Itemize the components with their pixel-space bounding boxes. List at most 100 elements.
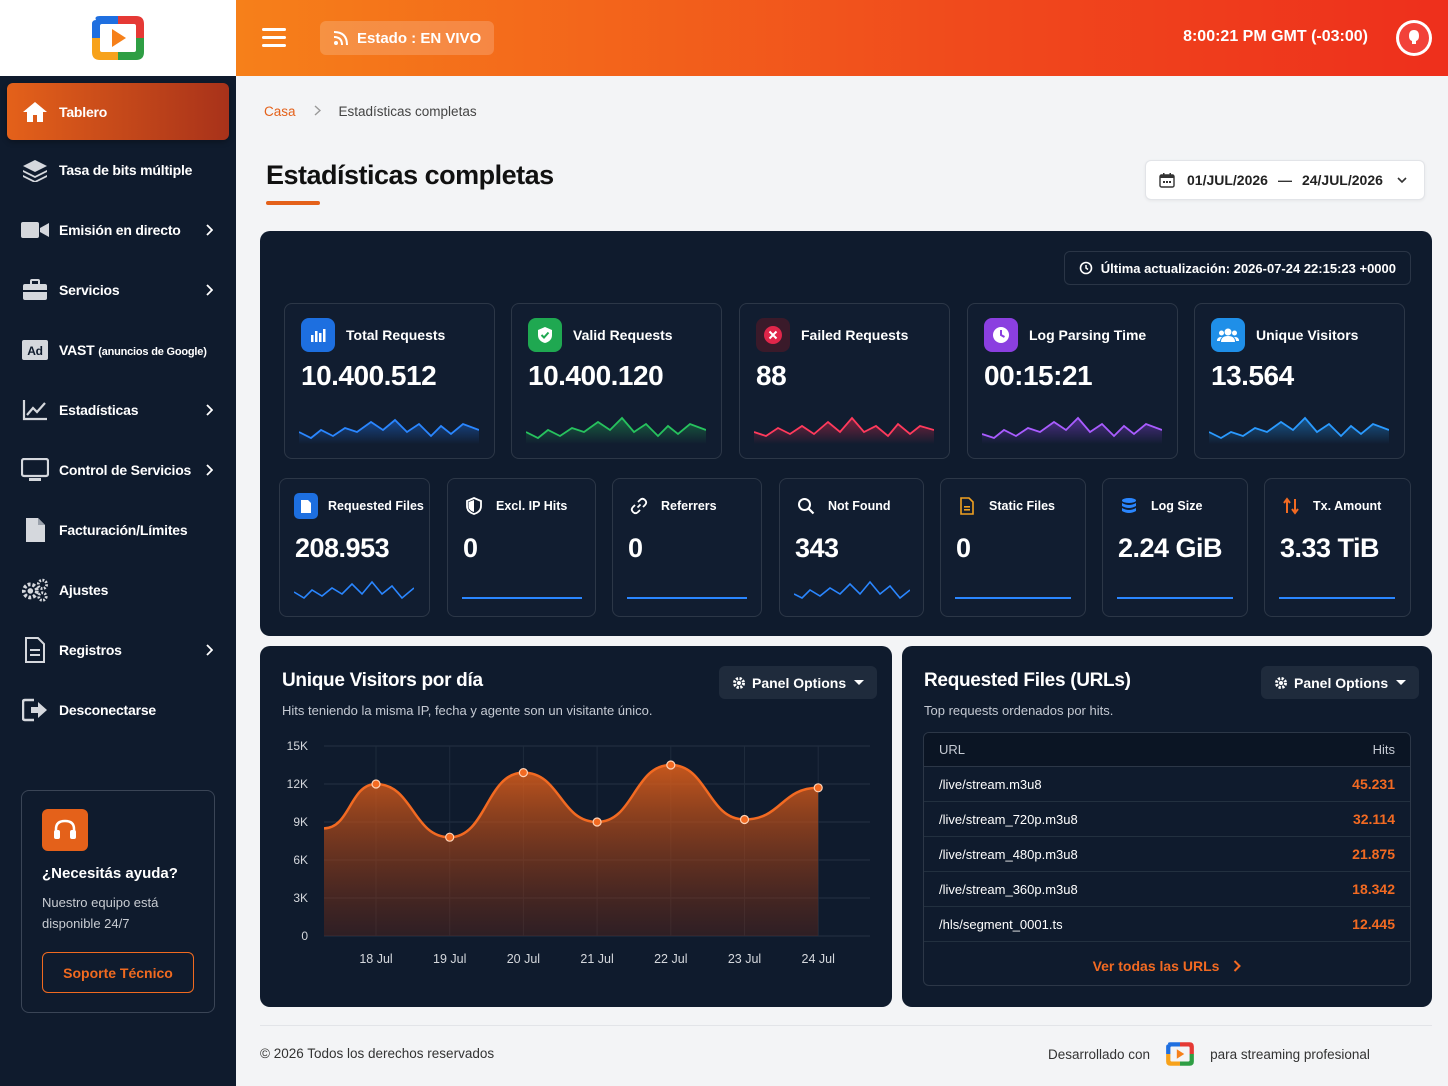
search-icon bbox=[794, 493, 818, 519]
y-tick-label: 0 bbox=[301, 929, 308, 943]
x-tick-label: 23 Jul bbox=[728, 952, 761, 966]
y-tick-label: 6K bbox=[293, 853, 308, 867]
brand-logo[interactable] bbox=[0, 0, 236, 76]
logo-icon bbox=[92, 16, 144, 60]
chevron-right-icon bbox=[1234, 959, 1242, 972]
clock-display: 8:00:21 PM GMT (-03:00) bbox=[1183, 28, 1368, 45]
visitors-area-chart: 15K 12K 9K 6K 3K 0 18 Jul 19 Jul 20 Jul 21 Jul 22… bbox=[287, 739, 870, 966]
urls-table: URL Hits /live/stream.m3u8 45.231 /live/s… bbox=[923, 732, 1411, 986]
sparkline-valid-requests bbox=[526, 416, 706, 444]
data-point[interactable] bbox=[592, 817, 602, 827]
data-point[interactable] bbox=[813, 783, 823, 793]
chevron-right-icon bbox=[205, 223, 215, 237]
sidebar-item-tablero[interactable]: Tablero bbox=[7, 83, 229, 140]
table-row[interactable]: /hls/segment_0001.ts 12.445 bbox=[924, 907, 1410, 942]
stat-card-unique-visitors[interactable]: Unique Visitors 13.564 bbox=[1194, 303, 1405, 459]
chart-line-icon bbox=[21, 397, 49, 423]
stat-value: 2.24 GiB bbox=[1118, 533, 1223, 563]
table-row[interactable]: /live/stream_360p.m3u8 18.342 bbox=[924, 872, 1410, 907]
view-all-urls-link[interactable]: Ver todas las URLs bbox=[924, 942, 1410, 985]
chevron-right-icon bbox=[205, 283, 215, 297]
sidebar-item-bitrate[interactable]: Tasa de bits múltiple bbox=[7, 140, 229, 200]
column-header-url[interactable]: URL bbox=[939, 742, 966, 757]
headset-icon bbox=[42, 809, 88, 851]
sidebar-item-vast[interactable]: Ad VAST (anuncios de Google) bbox=[7, 320, 229, 380]
stat-card-static-files[interactable]: Static Files 0 bbox=[940, 478, 1086, 617]
data-point[interactable] bbox=[739, 814, 750, 825]
hits-cell: 21.875 bbox=[1352, 846, 1395, 862]
file-icon bbox=[294, 493, 318, 519]
ad-icon: Ad bbox=[21, 337, 49, 363]
footer-credits: Desarrollado con para streaming profesio… bbox=[1048, 1040, 1370, 1068]
hits-cell: 32.114 bbox=[1352, 811, 1395, 827]
sidebar-item-estadisticas[interactable]: Estadísticas bbox=[7, 380, 229, 440]
last-update-badge: Última actualización: 2026-07-24 22:15:2… bbox=[1063, 251, 1411, 285]
sparkline-referrers bbox=[627, 597, 747, 599]
support-button[interactable]: Soporte Técnico bbox=[42, 952, 194, 993]
stat-card-requested-files[interactable]: Requested Files 208.953 bbox=[279, 478, 430, 617]
stat-label: Log Size bbox=[1151, 499, 1203, 513]
stat-label: Not Found bbox=[828, 499, 891, 513]
data-point[interactable] bbox=[371, 779, 381, 789]
stat-card-not-found[interactable]: Not Found 343 bbox=[779, 478, 924, 617]
table-row[interactable]: /live/stream.m3u8 45.231 bbox=[924, 767, 1410, 802]
live-status-badge[interactable]: Estado : EN VIVO bbox=[320, 21, 495, 55]
stat-card-total-requests[interactable]: Total Requests 10.400.512 bbox=[284, 303, 495, 459]
layers-icon bbox=[21, 157, 49, 183]
panel-subtitle: Hits teniendo la misma IP, fecha y agent… bbox=[282, 703, 653, 718]
stats-panel: Última actualización: 2026-07-24 22:15:2… bbox=[260, 231, 1432, 636]
data-point[interactable] bbox=[518, 767, 528, 778]
hits-cell: 45.231 bbox=[1352, 776, 1395, 792]
panel-options-button[interactable]: Panel Options bbox=[1261, 666, 1420, 699]
sidebar-item-label: Tasa de bits múltiple bbox=[59, 162, 193, 178]
table-row[interactable]: /live/stream_720p.m3u8 32.114 bbox=[924, 802, 1410, 837]
briefcase-icon bbox=[21, 277, 49, 303]
stat-card-log-size[interactable]: Log Size 2.24 GiB bbox=[1102, 478, 1248, 617]
sidebar-item-label: VAST bbox=[59, 342, 95, 358]
stat-label: Unique Visitors bbox=[1256, 327, 1359, 343]
sparkline-excl-ip-hits bbox=[462, 597, 582, 599]
chevron-right-icon bbox=[205, 463, 215, 477]
date-separator: — bbox=[1277, 172, 1292, 188]
chevron-right-icon bbox=[205, 403, 215, 417]
clock-icon bbox=[984, 318, 1018, 352]
data-point[interactable] bbox=[666, 760, 676, 770]
stat-label: Tx. Amount bbox=[1313, 499, 1382, 513]
panel-title: Requested Files (URLs) bbox=[924, 670, 1131, 691]
sidebar-item-control[interactable]: Control de Servicios bbox=[7, 440, 229, 500]
breadcrumb-home-link[interactable]: Casa bbox=[264, 104, 296, 119]
x-tick-label: 18 Jul bbox=[359, 952, 392, 966]
chart-area bbox=[324, 765, 819, 936]
document-icon bbox=[21, 517, 49, 543]
url-cell: /live/stream.m3u8 bbox=[939, 776, 1042, 792]
video-camera-icon bbox=[21, 217, 49, 243]
table-row[interactable]: /live/stream_480p.m3u8 21.875 bbox=[924, 837, 1410, 872]
sidebar-item-ajustes[interactable]: Ajustes bbox=[7, 560, 229, 620]
stat-card-tx-amount[interactable]: Tx. Amount 3.33 TiB bbox=[1264, 478, 1411, 617]
sidebar-item-logout[interactable]: Desconectarse bbox=[7, 680, 229, 740]
stat-card-failed-requests[interactable]: Failed Requests 88 bbox=[739, 303, 950, 459]
stat-card-log-parsing-time[interactable]: Log Parsing Time 00:15:21 bbox=[967, 303, 1178, 459]
menu-toggle-icon[interactable] bbox=[262, 28, 286, 47]
chevron-down-icon bbox=[1397, 176, 1407, 183]
monitor-icon bbox=[21, 457, 49, 483]
url-cell: /live/stream_720p.m3u8 bbox=[939, 811, 1078, 827]
sidebar-item-emision[interactable]: Emisión en directo bbox=[7, 200, 229, 260]
data-point[interactable] bbox=[445, 832, 455, 842]
sparkline-not-found bbox=[794, 580, 910, 600]
panel-options-button[interactable]: Panel Options bbox=[719, 666, 878, 699]
gear-icon bbox=[733, 676, 745, 689]
sidebar-item-servicios[interactable]: Servicios bbox=[7, 260, 229, 320]
date-range-picker[interactable]: 01/JUL/2026 — 24/JUL/2026 bbox=[1145, 160, 1425, 200]
avatar-icon bbox=[1409, 30, 1419, 44]
column-header-hits[interactable]: Hits bbox=[1372, 742, 1395, 757]
sidebar-item-registros[interactable]: Registros bbox=[7, 620, 229, 680]
user-avatar[interactable] bbox=[1396, 20, 1432, 56]
stat-card-referrers[interactable]: Referrers 0 bbox=[612, 478, 762, 617]
last-update-text: Última actualización: 2026-07-24 22:15:2… bbox=[1100, 260, 1396, 276]
sidebar-item-facturacion[interactable]: Facturación/Límites bbox=[7, 500, 229, 560]
stat-card-valid-requests[interactable]: Valid Requests 10.400.120 bbox=[511, 303, 722, 459]
footer-dev-prefix: Desarrollado con bbox=[1048, 1046, 1151, 1062]
svg-text:Ad: Ad bbox=[27, 344, 43, 358]
stat-card-excl-ip-hits[interactable]: Excl. IP Hits 0 bbox=[447, 478, 596, 617]
